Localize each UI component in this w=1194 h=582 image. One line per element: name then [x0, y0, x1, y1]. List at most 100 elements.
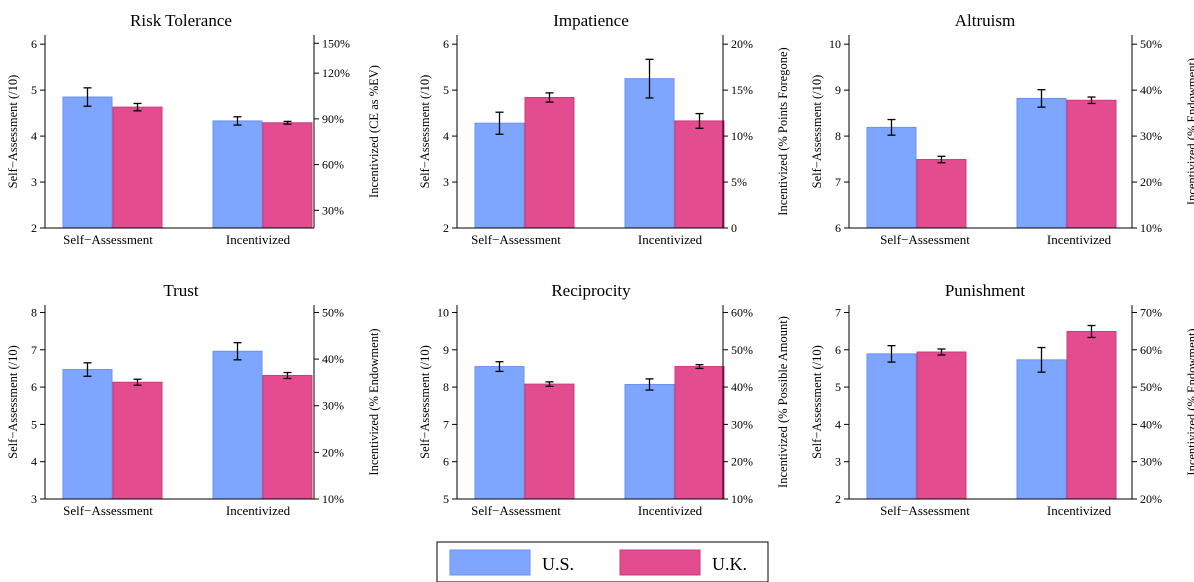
bar-uk-self-assessment	[524, 383, 575, 500]
bar-us-incentivized	[1016, 359, 1067, 500]
right-tick-label: 15%	[731, 83, 753, 97]
left-tick-label: 4	[31, 455, 37, 469]
x-tick-label: Self−Assessment	[880, 232, 970, 247]
right-tick-label: 70%	[1140, 305, 1162, 319]
right-tick-label: 50%	[322, 305, 344, 319]
error-bar	[645, 378, 654, 391]
right-tick-label: 30%	[322, 399, 344, 413]
chart-title: Altruism	[955, 11, 1015, 30]
left-tick-label: 6	[835, 221, 841, 235]
error-bar	[495, 111, 504, 135]
chart-title: Trust	[163, 281, 199, 300]
right-tick-label: 10%	[322, 492, 344, 506]
y-axis-label-left: Self−Assessment (/10)	[810, 345, 824, 459]
x-tick-label: Incentivized	[226, 232, 291, 247]
left-tick-label: 6	[31, 37, 37, 51]
bar-uk-self-assessment	[112, 381, 163, 500]
right-tick-label: 10%	[731, 129, 753, 143]
left-tick-label: 4	[443, 129, 449, 143]
right-tick-label: 30%	[322, 203, 344, 217]
left-tick-label: 3	[835, 455, 841, 469]
x-tick-label: Incentivized	[1047, 503, 1112, 518]
left-tick-label: 6	[443, 37, 449, 51]
error-bar	[937, 155, 946, 164]
right-tick-label: 120%	[322, 66, 350, 80]
error-bar	[283, 371, 292, 380]
bar-uk-self-assessment	[916, 159, 967, 229]
right-tick-label: 60%	[731, 305, 753, 319]
chart-title: Punishment	[945, 281, 1026, 300]
x-tick-label: Self−Assessment	[880, 503, 970, 518]
bar-uk-self-assessment	[524, 96, 575, 229]
y-axis-label-left: Self−Assessment (/10)	[418, 75, 432, 189]
bar-uk-incentivized	[262, 375, 313, 500]
bar-us-incentivized	[1016, 97, 1067, 229]
error-bar	[545, 92, 554, 103]
bar-us-self-assessment	[474, 122, 525, 229]
y-axis-label-right: Incentivized (% Possible Amount)	[776, 316, 790, 488]
x-tick-label: Self−Assessment	[471, 232, 561, 247]
error-bar	[83, 87, 92, 107]
error-bar	[695, 364, 704, 370]
left-tick-label: 10	[829, 37, 841, 51]
left-tick-label: 2	[443, 221, 449, 235]
y-axis-label-left: Self−Assessment (/10)	[810, 75, 824, 189]
x-tick-label: Self−Assessment	[63, 232, 153, 247]
panel-impatience: Impatience 2 3 4 5 6 0 5% 10% 15% 20% Self−Assessme…	[418, 11, 790, 247]
right-tick-label: 5%	[731, 175, 747, 189]
chart-title: Reciprocity	[551, 281, 631, 300]
y-axis-label-left: Self−Assessment (/10)	[418, 345, 432, 459]
right-tick-label: 50%	[1140, 37, 1162, 51]
y-axis-label-left: Self−Assessment (/10)	[6, 345, 20, 459]
x-tick-label: Self−Assessment	[63, 503, 153, 518]
error-bar	[695, 112, 704, 129]
y-axis-label-right: Incentivized (CE as %EV)	[367, 65, 381, 198]
y-axis-label-right: Incentivized (% Endowment)	[367, 328, 381, 475]
panel-punishment: Punishment 2 3 4 5 6 7 20% 30% 40% 50% 60% 70% Self−A…	[810, 281, 1194, 518]
right-tick-label: 90%	[322, 112, 344, 126]
right-tick-label: 20%	[731, 455, 753, 469]
bar-uk-incentivized	[674, 366, 725, 500]
left-tick-label: 3	[31, 175, 37, 189]
bar-us-incentivized	[212, 350, 263, 500]
right-tick-label: 150%	[322, 36, 350, 50]
right-tick-label: 0	[731, 221, 737, 235]
left-tick-label: 5	[443, 492, 449, 506]
left-tick-label: 8	[835, 129, 841, 143]
x-tick-label: Incentivized	[226, 503, 291, 518]
y-axis-label-right: Incentivized (% Endowment)	[1185, 58, 1194, 205]
legend-label-us: U.S.	[542, 554, 574, 574]
bar-us-self-assessment	[474, 366, 525, 500]
left-tick-label: 6	[31, 380, 37, 394]
right-tick-label: 50%	[1140, 380, 1162, 394]
bar-uk-self-assessment	[916, 351, 967, 500]
bar-us-incentivized	[624, 383, 675, 500]
left-tick-label: 3	[443, 175, 449, 189]
legend: U.S. U.K.	[436, 541, 769, 582]
left-tick-label: 5	[443, 83, 449, 97]
left-tick-label: 9	[443, 343, 449, 357]
right-tick-label: 30%	[731, 417, 753, 431]
right-tick-label: 20%	[1140, 492, 1162, 506]
error-bar	[645, 58, 654, 99]
bar-uk-incentivized	[1066, 99, 1117, 229]
legend-label-uk: U.K.	[712, 554, 747, 574]
bar-us-self-assessment	[62, 369, 113, 500]
bar-uk-incentivized	[1066, 330, 1117, 500]
y-axis-label-right: Incentivized (% Points Foregone)	[776, 47, 790, 215]
right-tick-label: 50%	[731, 343, 753, 357]
right-tick-label: 40%	[731, 380, 753, 394]
left-tick-label: 9	[835, 83, 841, 97]
error-bar	[1037, 89, 1046, 108]
panel-risk-tolerance: Risk Tolerance 2 3 4 5 6 30% 60% 90% 120% 150% Self…	[6, 11, 381, 247]
left-tick-label: 8	[31, 305, 37, 319]
right-tick-label: 20%	[322, 445, 344, 459]
right-tick-label: 20%	[731, 37, 753, 51]
right-tick-label: 40%	[1140, 83, 1162, 97]
left-tick-label: 6	[835, 343, 841, 357]
bar-uk-incentivized	[674, 120, 725, 229]
x-tick-label: Incentivized	[1047, 232, 1112, 247]
error-bar	[1087, 96, 1096, 105]
legend-swatch-us	[449, 549, 531, 576]
